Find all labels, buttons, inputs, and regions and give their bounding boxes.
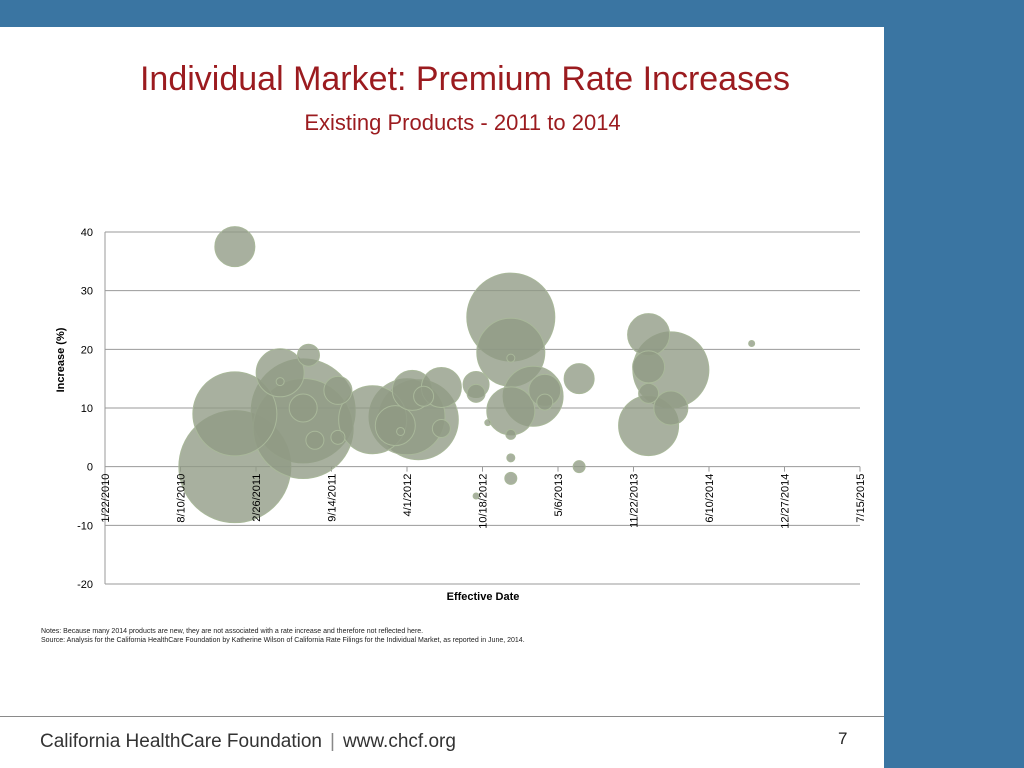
bubble-point (323, 375, 353, 405)
y-axis-label: Increase (%) (55, 327, 67, 392)
bubble-point (536, 393, 554, 411)
bubble-point (275, 377, 285, 387)
bubble-point (431, 419, 451, 439)
footer-org: California HealthCare Foundation (40, 731, 322, 752)
x-tick-label: 7/15/2015 (855, 474, 867, 523)
y-tick-label: -20 (77, 579, 93, 591)
y-tick-label: 40 (81, 227, 93, 239)
bubble-point (563, 363, 595, 395)
footer: California HealthCare Foundation | www.chc… (40, 731, 456, 753)
footer-url: www.chcf.org (342, 731, 456, 752)
bubble-point (330, 429, 346, 445)
x-tick-label: 1/22/2010 (100, 474, 112, 523)
bubble-point (505, 428, 517, 440)
bubble-point (748, 339, 756, 347)
y-tick-label: 20 (81, 344, 93, 356)
x-tick-label: 11/22/2013 (629, 474, 641, 528)
x-tick-label: 9/14/2011 (327, 474, 339, 522)
footer-divider (0, 716, 884, 717)
x-tick-label: 2/26/2011 (251, 474, 263, 522)
bubble-point (506, 453, 516, 463)
x-tick-label: 8/10/2010 (176, 474, 188, 523)
bubble-point (472, 492, 480, 500)
bubble-point (296, 343, 320, 367)
source-line: Source: Analysis for the California Heal… (41, 637, 525, 644)
bubble-point (374, 405, 416, 447)
bubble-point (504, 471, 518, 485)
bubble-point (396, 426, 406, 436)
bubble-point (214, 226, 256, 268)
slide-subtitle: Existing Products - 2011 to 2014 (304, 110, 621, 135)
x-tick-label: 10/18/2012 (478, 474, 490, 529)
bubble-point (653, 390, 689, 426)
x-axis-label: Effective Date (447, 591, 520, 603)
bubble-point (484, 419, 492, 427)
bubble-point (486, 386, 536, 436)
bubble-point (638, 382, 660, 404)
x-tick-label: 6/10/2014 (704, 474, 716, 523)
bubble-point (413, 385, 435, 407)
y-tick-label: 0 (87, 462, 93, 474)
bubble-point (466, 383, 486, 403)
notes: Notes: Because many 2014 products are ne… (41, 627, 525, 645)
bubble-point (627, 313, 671, 357)
bubbles (178, 226, 756, 524)
x-tick-label: 12/27/2014 (780, 474, 792, 529)
page-number: 7 (838, 729, 848, 748)
x-tick-labels: 1/22/2010 8/10/2010 2/26/2011 9/14/2011 4/1/… (100, 474, 867, 529)
bubble-point (632, 350, 666, 384)
top-band (0, 0, 1024, 27)
y-tick-label: 30 (81, 286, 93, 298)
bubble-point (255, 348, 305, 398)
bubble-point (305, 430, 325, 450)
y-tick-labels: 40 30 20 10 0 -10 -20 (77, 227, 93, 591)
bubble-point (192, 371, 278, 457)
slide-title: Individual Market: Premium Rate Increase… (139, 60, 791, 98)
footer-separator: | (330, 731, 335, 752)
y-tick-label: -10 (77, 520, 93, 532)
bubble-point (288, 393, 318, 423)
x-tick-label: 5/6/2013 (553, 474, 565, 517)
bubble-point (572, 460, 586, 474)
y-tick-label: 10 (81, 403, 93, 415)
bubble-point (506, 353, 516, 363)
notes-line: Notes: Because many 2014 products are ne… (41, 628, 424, 635)
x-tick-label: 4/1/2012 (402, 474, 414, 517)
